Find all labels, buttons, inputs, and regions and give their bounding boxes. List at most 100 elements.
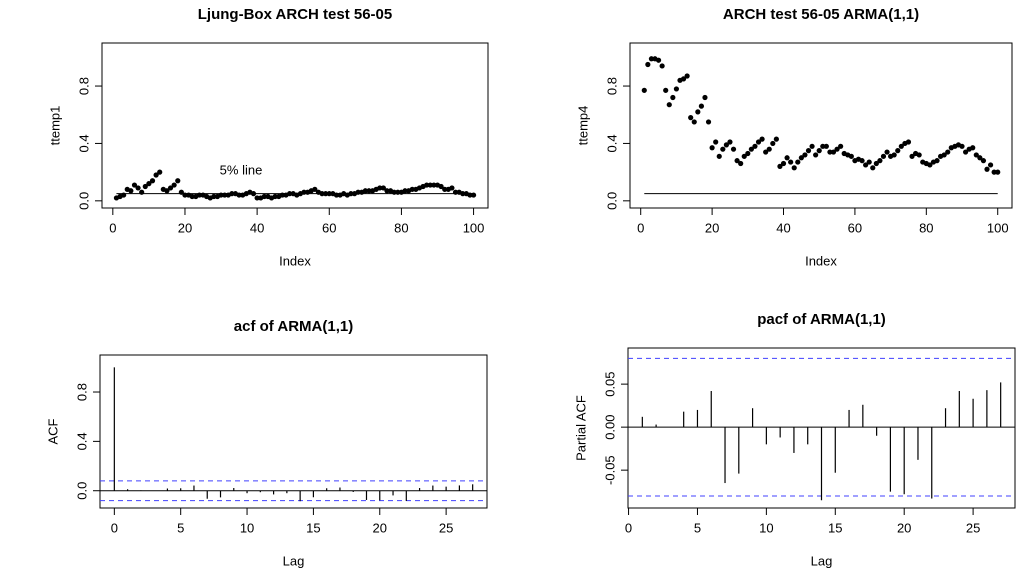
point (659, 63, 665, 69)
y-tick-label: 0.8 (604, 77, 619, 95)
x-tick-label: 5 (177, 520, 184, 535)
point (442, 186, 448, 192)
point (319, 191, 325, 197)
point (895, 148, 901, 154)
x-tick-label: 25 (966, 520, 980, 535)
x-tick-label: 10 (759, 520, 773, 535)
point (384, 188, 390, 194)
point (784, 155, 790, 161)
point (211, 193, 217, 200)
point (959, 143, 965, 149)
point (355, 189, 361, 195)
point (927, 162, 933, 168)
point (139, 189, 145, 195)
point (973, 152, 979, 158)
x-tick-label: 0 (625, 520, 632, 535)
x-axis-label: Index (805, 253, 837, 268)
chart-title: pacf of ARMA(1,1) (757, 311, 886, 328)
point (813, 152, 819, 158)
point (178, 189, 184, 195)
point (859, 158, 865, 164)
point (741, 153, 747, 159)
point (380, 185, 386, 191)
plot-frame (629, 42, 1013, 209)
point (891, 152, 897, 158)
x-tick-label: 80 (394, 220, 408, 235)
point (713, 139, 719, 145)
point (427, 182, 433, 188)
point (705, 119, 712, 125)
point (431, 182, 437, 188)
x-tick-label: 20 (178, 220, 192, 235)
point (261, 193, 267, 200)
point (820, 143, 826, 149)
point (196, 192, 203, 198)
x-tick-label: 10 (240, 520, 254, 535)
y-tick-label: 0.4 (74, 432, 89, 450)
point (987, 162, 994, 168)
x-tick-label: 20 (373, 520, 387, 535)
y-tick-label: 0.0 (76, 192, 91, 210)
point (272, 193, 278, 200)
point (809, 143, 815, 149)
x-axis-label: Lag (283, 553, 305, 568)
point (866, 159, 872, 165)
point (229, 191, 235, 197)
x-tick-label: 40 (250, 220, 264, 235)
point (663, 87, 669, 93)
point (323, 191, 329, 197)
point (709, 145, 715, 151)
point (816, 148, 822, 154)
point (167, 185, 174, 191)
point (723, 142, 729, 148)
point (438, 183, 444, 190)
point (823, 143, 829, 149)
plot-frame (101, 42, 489, 209)
point (777, 163, 783, 169)
chart-title: acf of ARMA(1,1) (234, 318, 353, 335)
point (970, 145, 976, 151)
point (424, 182, 430, 188)
y-tick-label: 0.8 (76, 77, 91, 95)
point (877, 158, 883, 164)
point (222, 192, 228, 198)
x-tick-label: 15 (828, 520, 842, 535)
x-tick-label: 80 (919, 220, 933, 235)
point (734, 158, 740, 164)
point (470, 192, 477, 198)
point (720, 146, 726, 152)
point (848, 153, 854, 159)
point (279, 192, 285, 198)
point (395, 189, 401, 195)
y-axis-label: Partial ACF (573, 395, 588, 461)
point (362, 188, 368, 194)
point (870, 165, 876, 171)
point (286, 191, 293, 197)
point (673, 86, 680, 92)
point (680, 76, 687, 82)
x-tick-label: 100 (463, 220, 485, 235)
y-tick-label: 0.4 (76, 134, 91, 152)
point (348, 191, 354, 197)
point (218, 192, 224, 198)
point (991, 169, 997, 175)
point (863, 162, 869, 168)
point (748, 146, 754, 152)
x-tick-label: 0 (109, 220, 116, 235)
point (121, 192, 127, 198)
point (684, 73, 690, 79)
point (759, 136, 765, 142)
annotation: 5% line (220, 162, 263, 177)
x-tick-label: 15 (306, 520, 320, 535)
chart-title: ARCH test 56-05 ARMA(1,1) (723, 6, 919, 23)
point (795, 159, 801, 165)
y-axis-label: ACF (45, 418, 60, 444)
point (880, 153, 887, 159)
point (128, 188, 134, 194)
point (254, 195, 260, 201)
point (941, 152, 947, 158)
point (449, 185, 455, 191)
point (645, 61, 651, 68)
point (691, 119, 697, 125)
point (333, 192, 340, 198)
